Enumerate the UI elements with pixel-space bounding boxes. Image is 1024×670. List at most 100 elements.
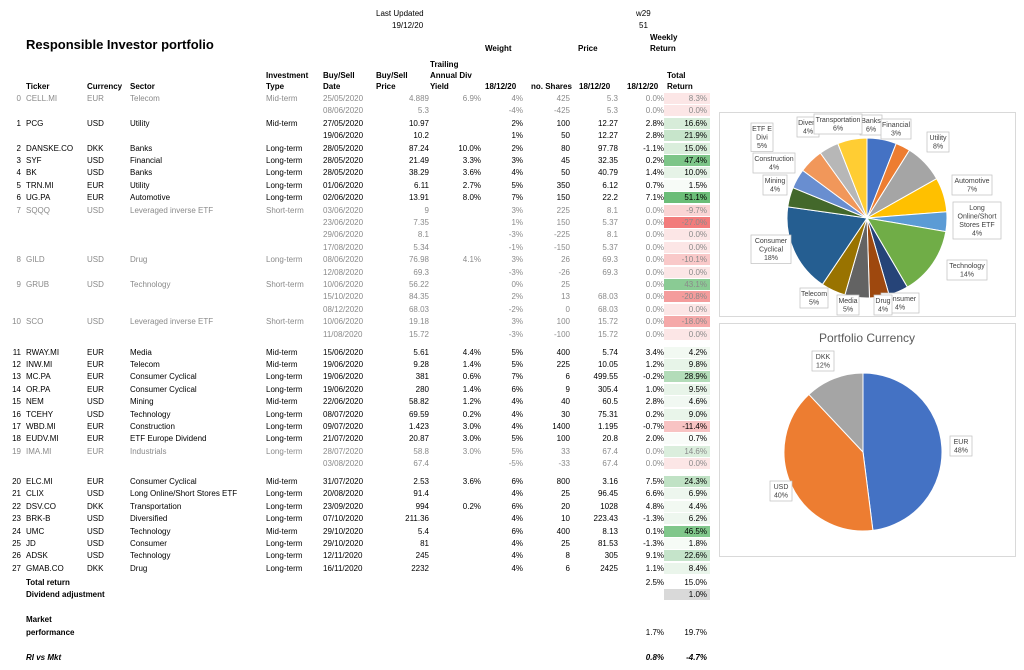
ticker-cell: CELL.MI [26, 94, 58, 103]
last-updated-value: 19/12/20 [392, 21, 424, 30]
pie-slice-eur [862, 372, 943, 531]
currency-cell: DKK [87, 501, 104, 511]
weekly-return-cell: 1.0% [645, 384, 664, 394]
dividend-yield-cell: 1.4% [462, 359, 481, 369]
page-title: Responsible Investor portfolio [26, 37, 214, 52]
weight-cell: 3% [511, 156, 523, 165]
row-index: 12 [12, 359, 21, 369]
price-cell: 2425 [600, 563, 618, 573]
buy-sell-date-cell: 08/06/2020 [323, 106, 364, 116]
sector-pie-svg: Banks 6% Financial 3% Utility 8% Automotive 7% L… [750, 113, 1002, 316]
row-index: 1 [16, 118, 21, 128]
weekly-return-cell: 0.0% [645, 218, 664, 227]
weekly-return-cell: 0.0% [645, 459, 664, 469]
investment-type-cell: Long-term [266, 180, 303, 190]
weekly-return-cell: 1.1% [645, 563, 664, 573]
row-index [4, 291, 24, 302]
svg-text:18%: 18% [764, 255, 778, 262]
total-return-cell: 28.9% [664, 371, 710, 383]
total-return-cell: 6.2% [664, 513, 710, 525]
buy-sell-date-cell: 08/12/2020 [323, 304, 364, 314]
weekly-return-cell: 1.4% [645, 168, 664, 178]
price-cell: 10.05 [597, 359, 618, 369]
currency-cell: EUR [87, 384, 104, 394]
row-index: 6 [16, 193, 21, 203]
svg-text:Cyclical: Cyclical [759, 247, 784, 254]
currency-cell: USD [87, 514, 104, 524]
currency-pie-svg: Portfolio Currency EUR 48% USD 40% DKK 12% [769, 331, 973, 532]
svg-text:3%: 3% [891, 131, 901, 138]
row-index: 23 [12, 514, 21, 524]
row-index [4, 458, 24, 469]
price-cell: 499.55 [593, 372, 618, 382]
header-price-line-0: Price [578, 44, 598, 53]
currency-cell: EUR [87, 94, 104, 103]
market-label-2: performance [26, 628, 75, 637]
shares-cell: 26 [561, 255, 570, 265]
weekly-return-cell: 2.0% [645, 434, 664, 444]
dividend-yield-cell: 3.0% [462, 434, 481, 444]
dividend-yield-cell [440, 229, 484, 240]
price-cell: 32.35 [597, 156, 618, 165]
weekly-return-cell: -1.3% [643, 514, 664, 524]
header-weight-line-0: Weight [485, 44, 512, 53]
investment-type-cell: Mid-term [266, 477, 298, 486]
investment-type-cell: Long-term [266, 409, 303, 419]
ticker-cell: PCG [26, 118, 44, 128]
weekly-return-cell: 7.5% [645, 477, 664, 486]
ticker-cell: SQQQ [26, 205, 51, 215]
shares-cell: 9 [565, 384, 570, 394]
sector-cell: Consumer Cyclical [130, 384, 197, 394]
dividend-yield-cell [440, 304, 484, 315]
dividend-yield-cell [440, 458, 484, 469]
dividend-yield-cell [440, 267, 484, 278]
buy-sell-price-cell: 6.11 [414, 180, 429, 190]
total-return-cell: 0.7% [664, 433, 710, 445]
investment-type-cell: Long-term [266, 539, 303, 548]
svg-text:DKK: DKK [816, 354, 831, 361]
shares-cell: -26 [558, 267, 570, 277]
ticker-cell: IMA.MI [26, 446, 52, 456]
shares-cell: 225 [556, 205, 570, 215]
buy-sell-price-cell: 5.4 [417, 526, 429, 536]
sector-cell: Banks [130, 143, 153, 153]
row-index [4, 242, 24, 253]
weight-cell: 4% [511, 539, 523, 548]
sector-cell: Drug [130, 563, 148, 573]
buy-sell-date-cell: 08/06/2020 [323, 255, 364, 265]
buy-sell-date-cell: 02/06/2020 [323, 193, 364, 203]
investment-type-cell: Mid-term [266, 526, 298, 536]
buy-sell-date-cell: 28/05/2020 [323, 143, 364, 153]
shares-cell: -150 [553, 242, 570, 252]
buy-sell-date-cell: 29/10/2020 [323, 539, 364, 548]
sector-cell: Leveraged inverse ETF [130, 317, 214, 327]
header-bs-price-line-1: Price [376, 82, 396, 91]
dividend-yield-cell: 3.6% [462, 168, 481, 178]
sector-cell: Construction [130, 421, 175, 431]
row-index: 20 [12, 477, 21, 486]
buy-sell-date-cell: 22/06/2020 [323, 397, 364, 407]
total-return-cell: 0.0% [664, 328, 710, 340]
shares-cell: 400 [556, 526, 570, 536]
total-return-cell: -11.4% [664, 420, 710, 432]
weight-cell: 3% [511, 255, 523, 265]
dividend-yield-cell [440, 130, 484, 141]
dividend-yield-cell [440, 513, 484, 524]
sector-cell: Utility [130, 118, 150, 128]
svg-text:4%: 4% [895, 305, 905, 312]
weight-cell: 5% [511, 180, 523, 190]
weekly-return-cell: 0.0% [645, 255, 664, 265]
price-cell: 5.74 [602, 347, 618, 357]
dividend-yield-cell [440, 105, 484, 116]
buy-sell-price-cell: 10.2 [413, 131, 429, 141]
total-return-cell: 10.0% [664, 167, 710, 179]
total-return-cell: 0.0% [664, 105, 710, 117]
weekly-return-cell: 0.2% [645, 156, 664, 165]
price-cell: 22.2 [602, 193, 618, 203]
header-trailing-line-2: Yield [430, 82, 449, 91]
svg-text:8%: 8% [933, 144, 943, 151]
dividend-yield-cell: 1.2% [462, 397, 481, 407]
dividend-adjustment-label: Dividend adjustment [26, 590, 105, 599]
weekly-return-cell: 0.0% [645, 242, 664, 252]
